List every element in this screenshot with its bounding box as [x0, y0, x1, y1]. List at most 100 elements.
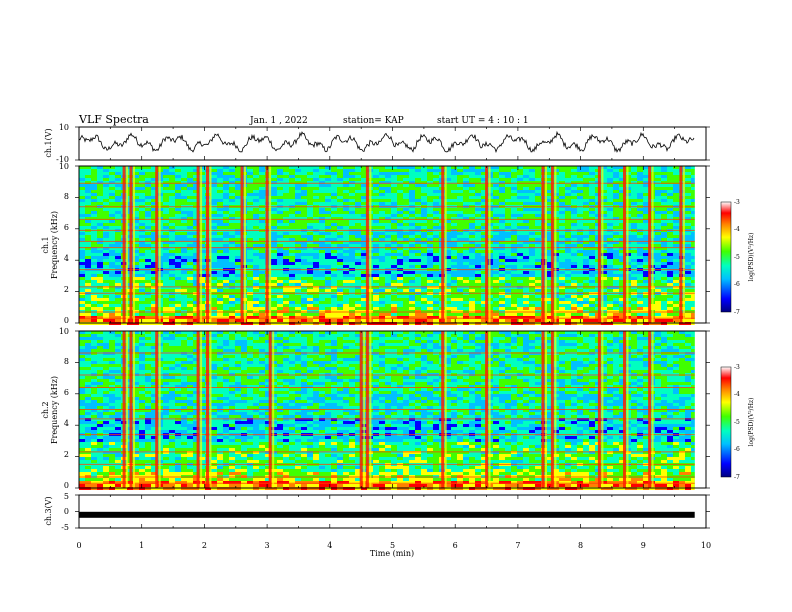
spectrogram-cell	[517, 166, 523, 169]
spectrogram-cell	[655, 307, 661, 310]
spectrogram-cell	[505, 235, 511, 238]
spectrogram-cell	[445, 214, 451, 217]
spectrogram-cell	[517, 283, 523, 286]
spectrogram-cell	[385, 178, 391, 181]
spectrogram-cell	[223, 214, 229, 217]
spectrogram-cell	[559, 214, 565, 217]
spectrogram-cell	[343, 295, 349, 298]
spectrogram-cell	[193, 244, 199, 247]
spectrogram-cell	[313, 244, 319, 247]
spectrogram-cell	[577, 226, 583, 229]
spectrogram-cell	[559, 196, 565, 199]
spectrogram-cell	[259, 250, 265, 253]
spectrogram-cell	[511, 259, 517, 262]
spectrogram-cell	[181, 286, 187, 289]
spectrogram-cell	[667, 283, 673, 286]
spectrogram-cell	[169, 184, 175, 187]
spectrogram-cell	[637, 286, 643, 289]
spectrogram-cell	[463, 250, 469, 253]
spectrogram-cell	[583, 199, 589, 202]
spectrogram-cell	[685, 184, 691, 187]
spectrogram-cell	[331, 181, 337, 184]
spectrogram-cell	[637, 298, 643, 301]
spectrogram-cell	[289, 238, 295, 241]
spectrogram-cell	[403, 208, 409, 211]
spectrogram-cell	[337, 193, 343, 196]
spectrogram-cell	[295, 238, 301, 241]
spectrogram-cell	[139, 256, 145, 259]
spectrogram-cell	[181, 304, 187, 307]
spectrogram-cell	[559, 262, 565, 265]
spectrogram-cell	[535, 274, 541, 277]
spectrogram-cell	[235, 175, 241, 178]
spectrogram-cell	[373, 235, 379, 238]
spectrogram-cell	[115, 259, 121, 262]
spectrogram-cell	[583, 166, 589, 169]
spectrogram-cell	[523, 286, 529, 289]
spectrogram-cell	[163, 295, 169, 298]
spectrogram-cell	[313, 217, 319, 220]
spectrogram-cell	[403, 178, 409, 181]
spectrogram-cell	[607, 295, 613, 298]
spectrogram-cell	[283, 301, 289, 304]
spectrogram-cell	[637, 175, 643, 178]
spectrogram-cell	[451, 241, 457, 244]
spectrogram-cell	[403, 214, 409, 217]
spectrogram-cell	[85, 235, 91, 238]
spectrogram-cell	[223, 223, 229, 226]
spectrogram-cell	[475, 241, 481, 244]
spectrogram-cell	[505, 190, 511, 193]
spectrogram-cell	[307, 283, 313, 286]
spectrogram-cell	[115, 178, 121, 181]
spectrogram-cell	[673, 286, 679, 289]
spectrogram-cell	[175, 256, 181, 259]
spectrogram-cell	[169, 202, 175, 205]
spectrogram-cell	[271, 208, 277, 211]
spectrogram-cell	[637, 211, 643, 214]
spectrogram-cell	[319, 307, 325, 310]
spectrogram-cell	[499, 175, 505, 178]
spectrogram-cell	[115, 172, 121, 175]
spectrogram-cell	[397, 166, 403, 169]
spectrogram-cell	[451, 298, 457, 301]
spectrogram-cell	[313, 193, 319, 196]
spectrogram-cell	[511, 256, 517, 259]
spectrogram-cell	[523, 304, 529, 307]
spectrogram-cell	[109, 253, 115, 256]
spectrogram-cell	[361, 238, 367, 241]
spectrogram-cell	[139, 196, 145, 199]
spectrogram-cell	[373, 208, 379, 211]
spectrogram-cell	[373, 226, 379, 229]
spectrogram-cell	[115, 208, 121, 211]
spectrogram-cell	[343, 175, 349, 178]
spectrogram-cell	[523, 277, 529, 280]
spectrogram-cell	[235, 250, 241, 253]
spectrogram-cell	[559, 223, 565, 226]
spectrogram-cell	[667, 265, 673, 268]
spectrogram-cell	[445, 283, 451, 286]
spectrogram-cell	[253, 202, 259, 205]
spectrogram-cell	[457, 265, 463, 268]
spectrogram-cell	[277, 196, 283, 199]
spectrogram-cell	[631, 271, 637, 274]
spectrogram-cell	[415, 289, 421, 292]
spectrogram-cell	[229, 208, 235, 211]
spectrogram-cell	[559, 307, 565, 310]
spectrogram-cell	[619, 208, 625, 211]
spectrogram-cell	[571, 208, 577, 211]
spectrogram-cell	[319, 241, 325, 244]
spectrogram-cell	[421, 196, 427, 199]
spectrogram-cell	[301, 259, 307, 262]
spectrogram-cell	[475, 253, 481, 256]
spectrogram-cell	[619, 250, 625, 253]
spectrogram-cell	[685, 166, 691, 169]
spectrogram-cell	[319, 199, 325, 202]
spectrogram-cell	[163, 289, 169, 292]
spectrogram-cell	[379, 193, 385, 196]
spectrogram-cell	[481, 193, 487, 196]
spectrogram-cell	[505, 277, 511, 280]
spectrogram-cell	[607, 289, 613, 292]
spectrogram-cell	[319, 271, 325, 274]
spectrogram-cell	[307, 196, 313, 199]
spectrogram-cell	[613, 193, 619, 196]
